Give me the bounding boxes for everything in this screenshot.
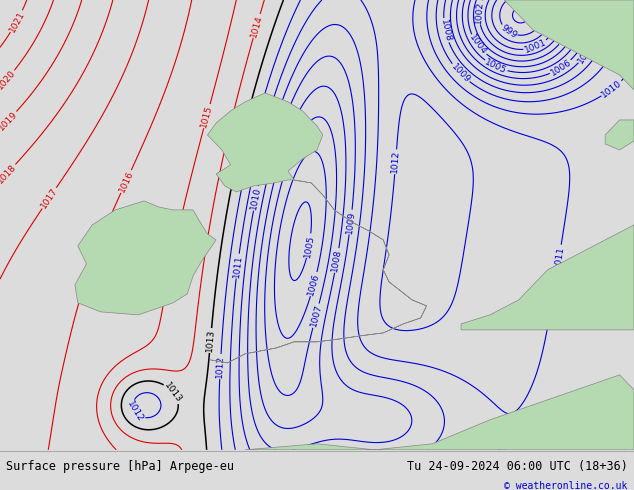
Text: 1015: 1015 <box>200 104 214 128</box>
Text: 1009: 1009 <box>449 62 472 85</box>
Text: 1010: 1010 <box>623 404 634 428</box>
Text: 1013: 1013 <box>205 329 216 352</box>
Text: 1021: 1021 <box>8 9 26 34</box>
Text: 1000: 1000 <box>543 0 556 22</box>
Text: 1001: 1001 <box>523 38 548 55</box>
Text: 1004: 1004 <box>467 33 488 57</box>
Text: 1011: 1011 <box>232 254 243 278</box>
Text: 1010: 1010 <box>600 78 624 99</box>
Text: 1007: 1007 <box>309 303 323 328</box>
Text: 1002: 1002 <box>474 0 485 24</box>
Text: © weatheronline.co.uk: © weatheronline.co.uk <box>504 481 628 490</box>
Text: 1019: 1019 <box>0 109 19 132</box>
Text: 1010: 1010 <box>249 186 262 211</box>
Text: 1003: 1003 <box>557 22 574 46</box>
Text: 1016: 1016 <box>117 169 135 194</box>
Text: 1006: 1006 <box>307 272 321 296</box>
Text: 1020: 1020 <box>0 68 17 92</box>
Text: Surface pressure [hPa] Arpege-eu: Surface pressure [hPa] Arpege-eu <box>6 460 235 473</box>
Polygon shape <box>75 201 216 315</box>
Text: 1018: 1018 <box>0 162 18 185</box>
Text: 1005: 1005 <box>484 57 508 75</box>
Text: 1012: 1012 <box>216 355 226 378</box>
Text: 1012: 1012 <box>391 150 401 173</box>
Text: 1014: 1014 <box>249 14 264 38</box>
Text: 1008: 1008 <box>439 18 452 43</box>
Text: 999: 999 <box>499 23 519 40</box>
Text: 1005: 1005 <box>302 234 316 258</box>
Polygon shape <box>461 225 634 330</box>
Polygon shape <box>504 0 634 90</box>
Text: 1012: 1012 <box>126 399 145 423</box>
Polygon shape <box>605 120 634 150</box>
Text: 1009: 1009 <box>345 210 356 234</box>
Text: 1008: 1008 <box>330 248 343 272</box>
Text: 1007: 1007 <box>576 41 597 65</box>
Text: 1017: 1017 <box>39 186 60 210</box>
Text: Tu 24-09-2024 06:00 UTC (18+36): Tu 24-09-2024 06:00 UTC (18+36) <box>407 460 628 473</box>
Polygon shape <box>207 93 427 363</box>
Text: 1011: 1011 <box>553 245 566 269</box>
Text: 1006: 1006 <box>549 57 573 77</box>
Text: 1013: 1013 <box>163 381 184 405</box>
Polygon shape <box>245 375 634 450</box>
